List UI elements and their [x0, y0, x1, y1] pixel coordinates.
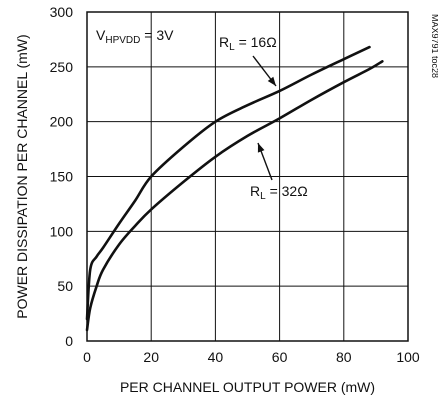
y-tick-label: 250: [50, 59, 74, 75]
y-axis-label: POWER DISSIPATION PER CHANNEL (mW): [14, 34, 30, 318]
condition-label: VHPVDD = 3V: [96, 27, 174, 46]
series-label-32ohm: RL = 32Ω: [250, 183, 308, 202]
arrowhead-16ohm: [267, 76, 276, 86]
arrowhead-32ohm: [257, 143, 265, 153]
series-lines: [85, 45, 384, 332]
y-tick-label: 100: [50, 223, 74, 239]
x-axis-label: PER CHANNEL OUTPUT POWER (mW): [120, 379, 375, 395]
y-tick-label: 0: [65, 333, 73, 349]
series-line-32ohm: [85, 60, 384, 332]
tick-labels: 0 20 40 60 80 100 0 50 100 150 200 250 300: [50, 4, 420, 365]
y-tick-label: 150: [50, 169, 74, 185]
x-tick-label: 80: [336, 349, 352, 365]
y-tick-label: 50: [57, 278, 73, 294]
series-label-16ohm: RL = 16Ω: [219, 34, 277, 53]
plot-frame: [86, 11, 409, 342]
series-line-16ohm: [85, 45, 371, 321]
x-tick-label: 0: [83, 349, 91, 365]
x-tick-label: 40: [208, 349, 224, 365]
x-tick-label: 60: [272, 349, 288, 365]
y-tick-label: 300: [50, 4, 74, 20]
grid: [87, 12, 408, 341]
x-tick-label: 20: [143, 349, 159, 365]
figure-code: MAX9791 toc28: [430, 14, 438, 78]
y-tick-label: 200: [50, 114, 74, 130]
x-tick-label: 100: [396, 349, 420, 365]
